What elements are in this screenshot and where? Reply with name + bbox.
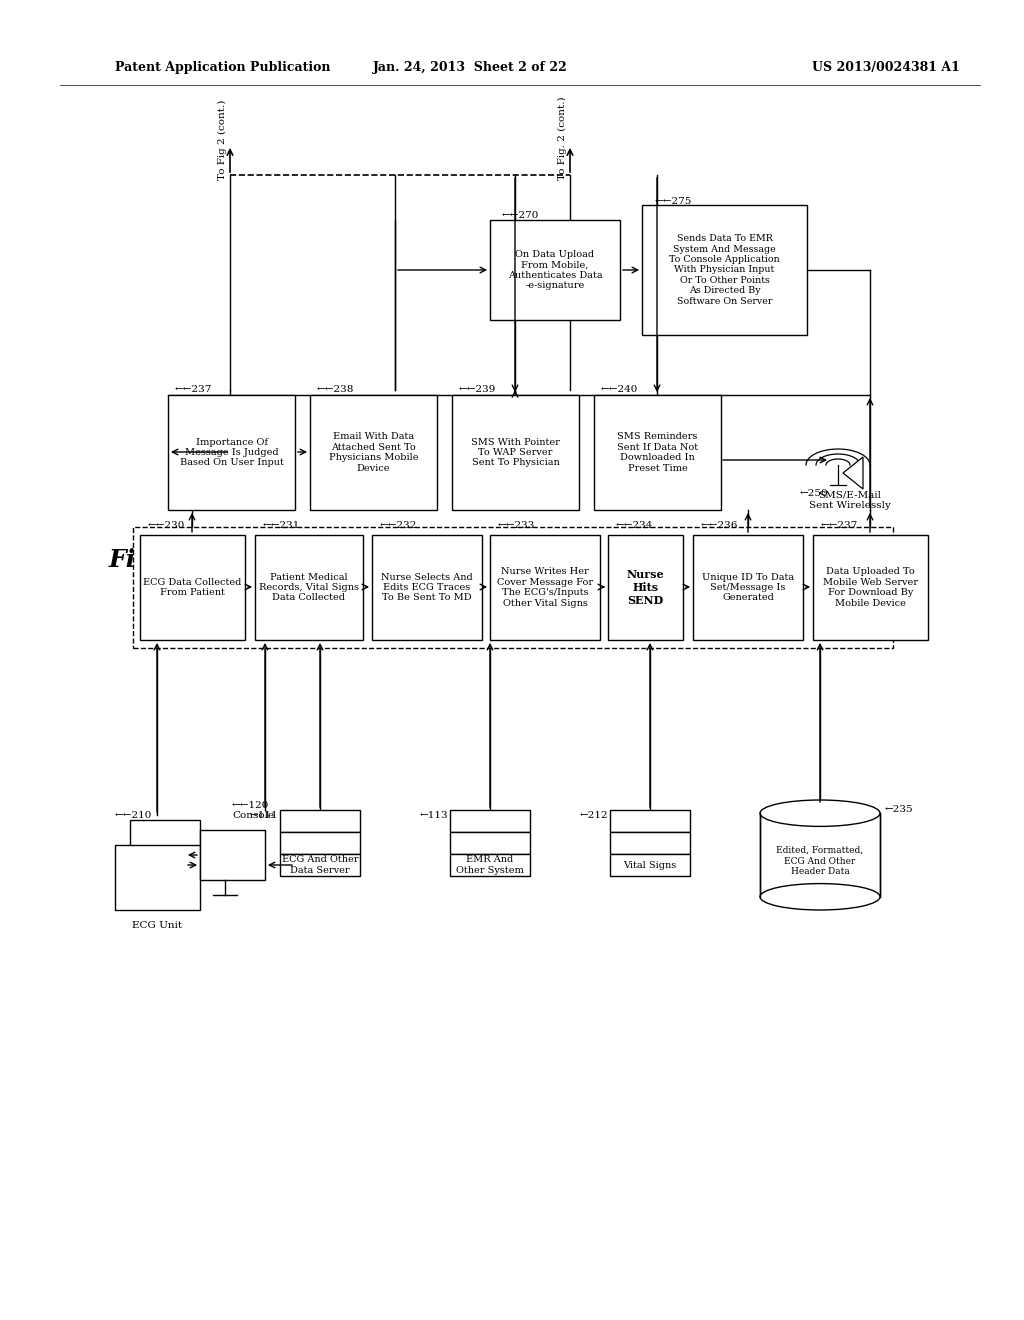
Text: Vital Signs: Vital Signs [624,861,677,870]
Text: Nurse Selects And
Edits ECG Traces
To Be Sent To MD: Nurse Selects And Edits ECG Traces To Be… [381,573,473,602]
Text: ←←275: ←←275 [655,197,692,206]
Text: ←212: ←212 [580,810,608,820]
Text: Sends Data To EMR
System And Message
To Console Application
With Physician Input: Sends Data To EMR System And Message To … [669,235,780,306]
Bar [693,535,803,640]
Text: Nurse
Hits
SEND: Nurse Hits SEND [627,569,665,606]
Text: ECG Data Collected
From Patient: ECG Data Collected From Patient [143,578,242,597]
Text: ←←234: ←←234 [616,520,653,529]
Text: Edited, Formatted,
ECG And Other
Header Data: Edited, Formatted, ECG And Other Header … [776,846,863,876]
Bar [280,854,360,876]
Text: Unique ID To Data
Set/Message Is
Generated: Unique ID To Data Set/Message Is Generat… [701,573,794,602]
Text: ←←240: ←←240 [601,385,638,395]
Text: ←←210: ←←210 [115,810,153,820]
Text: Jan. 24, 2013  Sheet 2 of 22: Jan. 24, 2013 Sheet 2 of 22 [373,62,567,74]
Text: ←113: ←113 [420,810,449,820]
Text: ←←270: ←←270 [502,211,540,220]
Bar [168,395,295,510]
Text: Patent Application Publication: Patent Application Publication [115,62,331,74]
Bar [280,832,360,854]
Text: ←111: ←111 [250,810,278,820]
Text: US 2013/0024381 A1: US 2013/0024381 A1 [812,62,961,74]
Bar [200,830,265,880]
Bar [610,810,690,832]
Text: ←←237: ←←237 [175,385,212,395]
Bar [450,810,530,832]
Text: ←←120: ←←120 [232,800,269,809]
Bar [130,820,200,875]
Bar [642,205,807,335]
Bar [610,854,690,876]
Bar [450,832,530,854]
Text: Email With Data
Attached Sent To
Physicians Mobile
Device: Email With Data Attached Sent To Physici… [329,433,418,473]
Text: Patient Medical
Records, Vital Signs
Data Collected: Patient Medical Records, Vital Signs Dat… [259,573,359,602]
Bar [133,527,893,648]
Text: ECG And Other
Data Server: ECG And Other Data Server [282,855,358,875]
Text: ←←233: ←←233 [498,520,536,529]
Text: ←235: ←235 [885,805,913,814]
Bar [760,813,880,896]
Text: SMS With Pointer
To WAP Server
Sent To Physician: SMS With Pointer To WAP Server Sent To P… [471,438,560,467]
Bar [115,845,200,909]
Bar [813,535,928,640]
Text: To Fig 2 (cont.): To Fig 2 (cont.) [217,99,226,180]
Text: Fig. 2: Fig. 2 [109,548,187,572]
Text: ←250: ←250 [800,488,828,498]
Text: Data Uploaded To
Mobile Web Server
For Download By
Mobile Device: Data Uploaded To Mobile Web Server For D… [823,568,918,607]
Text: On Data Upload
From Mobile,
Authenticates Data
-e-signature: On Data Upload From Mobile, Authenticate… [508,249,602,290]
Bar [372,535,482,640]
Text: ←←230: ←←230 [148,520,185,529]
Bar [610,832,690,854]
Text: ←←238: ←←238 [317,385,354,395]
Text: ECG Unit: ECG Unit [132,920,182,929]
Bar [280,810,360,832]
Text: To Fig. 2 (cont.): To Fig. 2 (cont.) [557,96,566,180]
Text: ←←231: ←←231 [263,520,300,529]
Polygon shape [843,457,863,488]
Bar [452,395,579,510]
Text: Importance Of
Message Is Judged
Based On User Input: Importance Of Message Is Judged Based On… [179,438,284,467]
Bar [490,220,620,319]
Bar [594,395,721,510]
Bar [450,854,530,876]
Text: Console: Console [232,810,274,820]
Bar [490,535,600,640]
Text: Nurse Writes Her
Cover Message For
The ECG's/Inputs
Other Vital Signs: Nurse Writes Her Cover Message For The E… [497,568,593,607]
Ellipse shape [760,883,880,909]
Text: ←←236: ←←236 [701,520,738,529]
Text: EMR And
Other System: EMR And Other System [456,855,524,875]
Bar [310,395,437,510]
Bar [255,535,362,640]
Ellipse shape [760,800,880,826]
Bar [140,535,245,640]
Text: SMS/E-Mail
Sent Wirelessly: SMS/E-Mail Sent Wirelessly [809,490,891,510]
Text: SMS Reminders
Sent If Data Not
Downloaded In
Preset Time: SMS Reminders Sent If Data Not Downloade… [616,433,698,473]
Bar [608,535,683,640]
Text: ←←232: ←←232 [380,520,418,529]
Text: ←←237: ←←237 [821,520,858,529]
Text: ←←239: ←←239 [459,385,497,395]
